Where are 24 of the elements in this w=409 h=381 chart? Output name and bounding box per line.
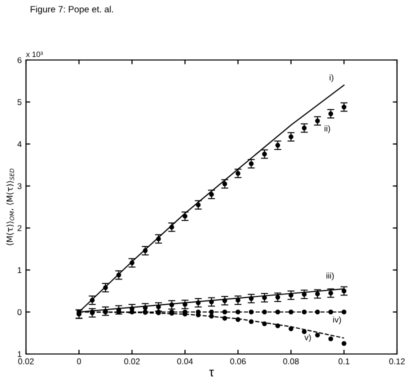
- y-tick-label: 2: [18, 225, 22, 232]
- y-tick-label: 1: [18, 351, 22, 358]
- y-tick-label: 1: [18, 267, 22, 274]
- series-label: i): [330, 74, 334, 82]
- y-tick-label: 0: [18, 309, 22, 316]
- y-tick-label: 4: [17, 141, 22, 148]
- y-axis-title: ⟨M(τ)⟩$_{OM}$, ⟨M(τ)⟩$_{SED}$: [6, 168, 14, 246]
- chart-title: Figure 7: Pope et. al.: [30, 6, 113, 14]
- x-tick-label: 0.08: [283, 358, 299, 364]
- x-axis-title: τ: [209, 370, 214, 377]
- x-tick-label: 0.1: [338, 358, 350, 364]
- series-label: iii): [326, 272, 334, 280]
- series-label: ii): [324, 125, 330, 134]
- series-label: iv): [333, 316, 341, 324]
- x-tick-label: 0: [77, 358, 81, 364]
- x-tick-label: 0.02: [18, 358, 34, 364]
- series-label: v): [304, 334, 311, 342]
- y-tick-label: 3: [18, 183, 22, 190]
- x-tick-label: 0.02: [124, 358, 140, 364]
- x-tick-label: 0.12: [389, 358, 405, 364]
- y-tick-label: 5: [18, 99, 22, 106]
- x-tick-label: 0.04: [177, 358, 193, 364]
- y-tick-label: 6: [18, 57, 22, 64]
- x-tick-label: 0.06: [230, 358, 246, 364]
